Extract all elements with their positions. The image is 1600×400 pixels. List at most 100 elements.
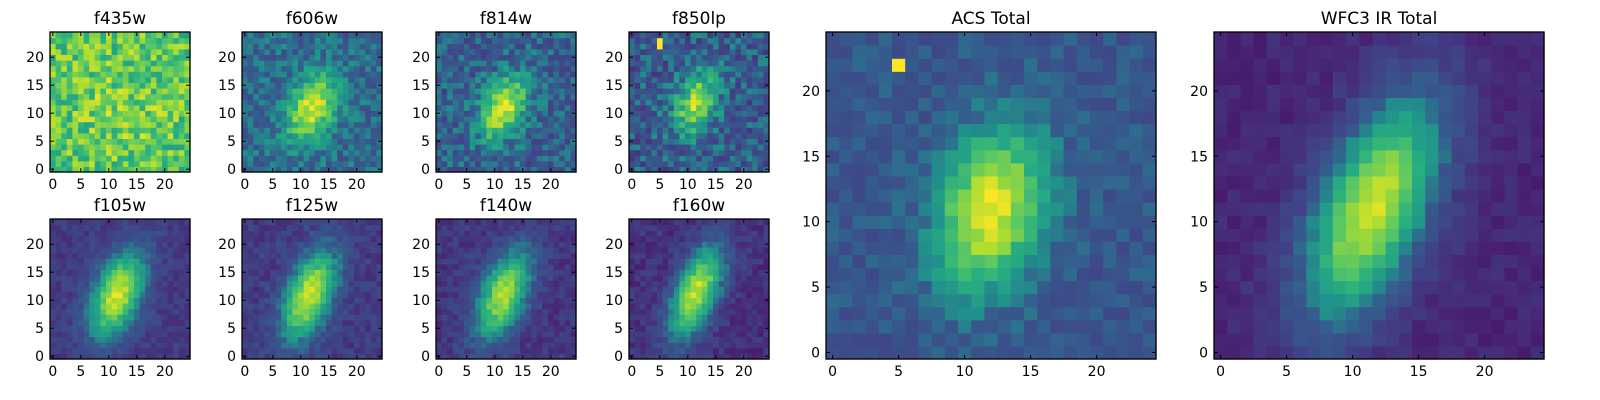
heatmap-cell [275,347,282,354]
heatmap-cell [156,347,163,354]
heatmap-cell [469,93,476,100]
heatmap-cell [139,269,146,276]
heatmap-cell [242,121,249,128]
heatmap-cell [55,263,62,270]
heatmap-cell [314,224,321,231]
heatmap-cell [309,43,316,50]
heatmap-cell [657,347,664,354]
heatmap-cell [464,342,471,349]
heatmap-cell [508,342,515,349]
heatmap-cell [50,280,57,287]
heatmap-cell [525,314,532,321]
heatmap-cell [503,280,510,287]
heatmap-cell [536,160,543,167]
heatmap-cell [685,325,692,332]
heatmap-cell [354,76,361,83]
heatmap-cell [184,331,191,338]
heatmap-cell [724,132,731,139]
heatmap-cell [713,280,720,287]
heatmap-cell [673,314,680,321]
heatmap-cell [531,258,538,265]
heatmap-cell [464,319,471,326]
heatmap-cell [337,43,344,50]
heatmap-cell [718,342,725,349]
heatmap-cell [326,314,333,321]
heatmap-cell [173,286,180,293]
heatmap-cell [559,230,566,237]
heatmap-cell [531,275,538,282]
heatmap-cell [525,230,532,237]
heatmap-cell [629,342,636,349]
heatmap-cell [746,353,753,360]
heatmap-cell [480,297,487,304]
heatmap-cell [668,104,675,111]
heatmap-cell [763,314,770,321]
heatmap-cell [55,297,62,304]
heatmap-cell [679,319,686,326]
heatmap-cell [359,291,366,298]
heatmap-cell [55,132,62,139]
heatmap-cell [309,291,316,298]
heatmap-cell [531,43,538,50]
heatmap-cell [452,303,459,310]
heatmap-cell [497,37,504,44]
heatmap-cell [531,76,538,83]
heatmap-cell [542,347,549,354]
heatmap-cell [570,224,577,231]
heatmap-cell [303,280,310,287]
heatmap-cell [320,331,327,338]
heatmap-cell [729,54,736,61]
heatmap-cell [469,336,476,343]
heatmap-cell [548,325,555,332]
heatmap-cell [167,48,174,55]
heatmap-cell [525,224,532,231]
heatmap-cell [376,155,383,162]
heatmap-cell [162,76,169,83]
heatmap-cell [508,93,515,100]
heatmap-cell [757,93,764,100]
heatmap-cell [741,127,748,134]
heatmap-cell [264,235,271,242]
heatmap-cell [342,144,349,151]
heatmap-cell [66,127,73,134]
heatmap-cell [503,132,510,139]
heatmap-cell [696,291,703,298]
heatmap-cell [514,132,521,139]
heatmap-cell [752,149,759,156]
heatmap-cell [89,104,96,111]
heatmap-cell [757,82,764,89]
heatmap-cell [106,160,113,167]
heatmap-cell [150,314,157,321]
heatmap-cell [122,247,129,254]
heatmap-cell [55,99,62,106]
heatmap-cell [275,166,282,173]
heatmap-cell [247,54,254,61]
heatmap-cell [553,155,560,162]
heatmap-cell [657,138,664,145]
heatmap-cell [89,252,96,259]
heatmap-cell [673,93,680,100]
heatmap-cell [298,54,305,61]
heatmap-cell [685,331,692,338]
heatmap-cell [50,160,57,167]
heatmap-cell [564,54,571,61]
heatmap-cell [55,37,62,44]
heatmap-cell [553,258,560,265]
heatmap-cell [139,263,146,270]
heatmap-cell [536,149,543,156]
heatmap-cell [89,347,96,354]
heatmap-cell [258,263,265,270]
heatmap-cell [713,99,720,106]
heatmap-cell [247,60,254,67]
heatmap-cell [436,230,443,237]
heatmap-cell [298,99,305,106]
heatmap-cell [735,149,742,156]
heatmap-cell [553,269,560,276]
heatmap-cell [173,116,180,123]
heatmap-cell [713,347,720,354]
heatmap-cell [66,325,73,332]
heatmap-cell [111,93,118,100]
heatmap-cell [292,230,299,237]
heatmap-cell [763,43,770,50]
heatmap-cell [331,314,338,321]
